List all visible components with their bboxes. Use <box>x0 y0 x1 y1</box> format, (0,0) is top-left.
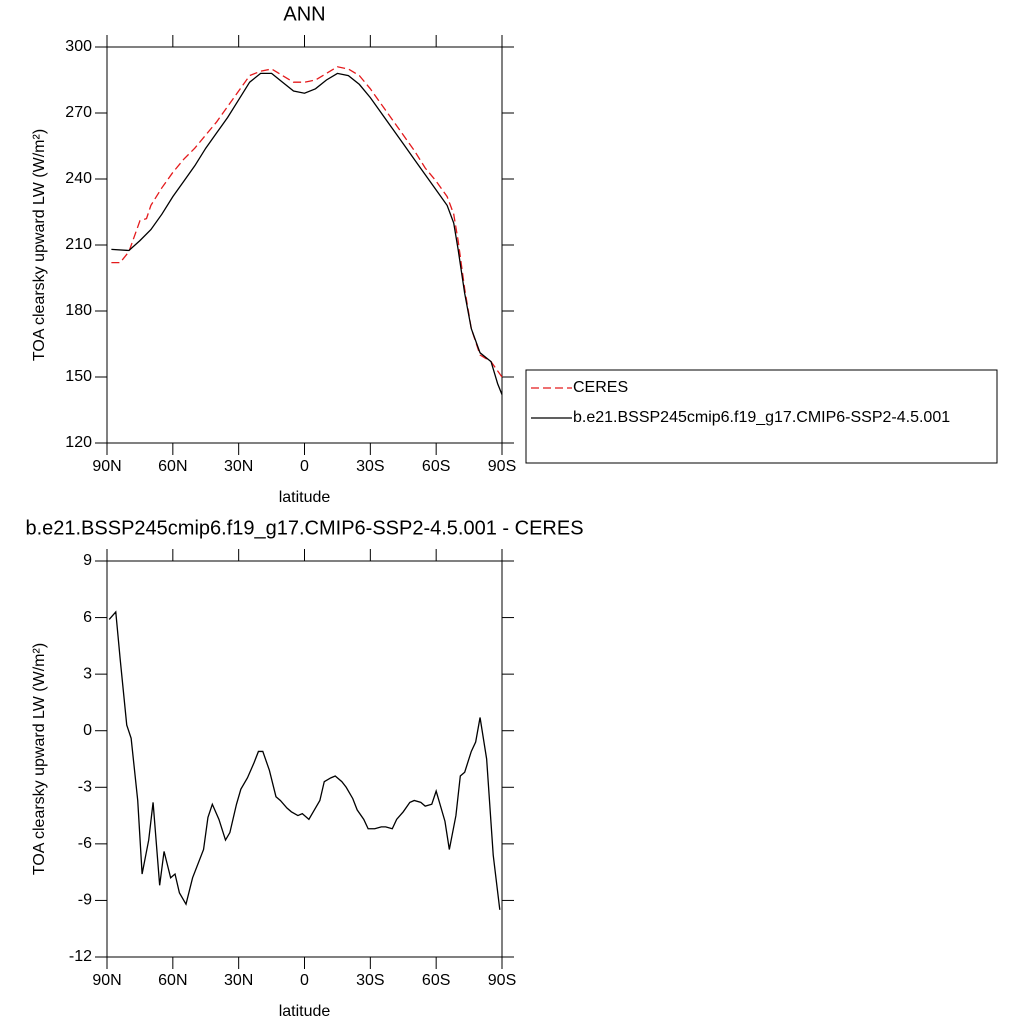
y-tick-label: -12 <box>69 948 92 965</box>
y-tick-label: 120 <box>65 434 92 451</box>
x-tick-label: 60S <box>422 458 450 475</box>
x-tick-label: 60N <box>158 972 187 989</box>
x-tick-label: 60S <box>422 972 450 989</box>
y-tick-label: 240 <box>65 170 92 187</box>
chart-title: b.e21.BSSP245cmip6.f19_g17.CMIP6-SSP2-4.… <box>25 517 583 539</box>
data-line <box>111 66 503 378</box>
x-axis-label: latitude <box>279 1003 331 1020</box>
y-tick-label: 180 <box>65 302 92 319</box>
data-line <box>108 610 501 910</box>
y-tick-label: -6 <box>78 835 92 852</box>
y-tick-label: 210 <box>65 236 92 253</box>
y-tick-label: 150 <box>65 368 92 385</box>
y-tick-label: 9 <box>83 552 92 569</box>
y-tick-label: 300 <box>65 38 92 55</box>
x-tick-label: 90N <box>92 972 121 989</box>
legend-box <box>525 369 998 464</box>
y-tick-label: 3 <box>83 665 92 682</box>
x-tick-label: 0 <box>300 972 309 989</box>
legend-label: CERES <box>573 379 628 396</box>
x-tick-label: 90S <box>488 458 516 475</box>
y-axis-label: TOA clearsky upward LW (W/m²) <box>31 129 48 361</box>
x-tick-label: 30N <box>224 972 253 989</box>
y-tick-label: -3 <box>78 779 92 796</box>
x-tick-label: 30S <box>356 972 384 989</box>
x-tick-label: 90N <box>92 458 121 475</box>
data-line <box>111 72 503 395</box>
plot-frame <box>106 46 503 444</box>
plot-frame <box>106 560 503 958</box>
x-tick-label: 30N <box>224 458 253 475</box>
x-tick-label: 60N <box>158 458 187 475</box>
y-tick-label: -9 <box>78 892 92 909</box>
x-tick-label: 0 <box>300 458 309 475</box>
y-tick-label: 0 <box>83 722 92 739</box>
y-axis-label: TOA clearsky upward LW (W/m²) <box>31 643 48 875</box>
legend-label: b.e21.BSSP245cmip6.f19_g17.CMIP6-SSP2-4.… <box>573 409 950 426</box>
x-axis-label: latitude <box>279 489 331 506</box>
x-tick-label: 30S <box>356 458 384 475</box>
chart-title: ANN <box>283 3 325 25</box>
y-tick-label: 270 <box>65 104 92 121</box>
y-tick-label: 6 <box>83 609 92 626</box>
x-tick-label: 90S <box>488 972 516 989</box>
